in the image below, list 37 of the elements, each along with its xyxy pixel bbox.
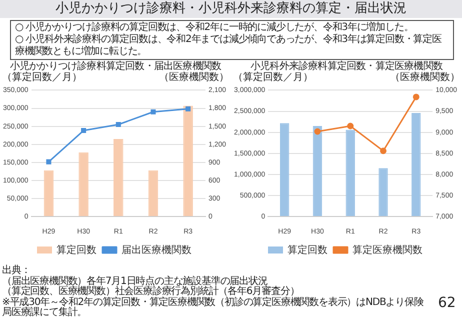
bar [183,106,193,216]
bar [346,130,355,216]
chart-title: 小児科外来診療料算定回数・算定医療機関数 [249,61,444,72]
y-axis-title: （算定回数／月） [2,72,82,83]
text: （算定回数、医療機関数）社会医療診療行為別統計（各年6月審査分） [2,286,300,297]
y2-axis-title: （医療機関数） [390,72,460,83]
point [347,122,354,130]
legend-label: 算定回数 [288,244,328,256]
point [46,159,52,164]
text: 小児かかりつけ診療料・小児科外来診療料の算定・届出状況 [0,0,462,18]
y-axis-title: （算定回数／月） [233,72,313,83]
bar [312,126,322,216]
point [116,122,121,128]
y2-axis-title: （医療機関数） [159,72,229,83]
source-note: 出典： [2,265,30,276]
text: （届出医療機関数）各年7月1日時点の主な施設基準の届出状況 [2,276,268,286]
bar [148,170,158,216]
point [314,128,321,135]
point [81,128,86,134]
bar [378,168,388,216]
text: 62 [438,295,456,311]
point [412,94,420,100]
legend-label: 算定医療機関数 [352,244,422,256]
bar [114,138,124,216]
bar [280,123,290,216]
text: ○ 小児かかりつけ診療料の算定回数は、令和2年に一時的に減少したが、令和3年に増加した。 [15,22,414,34]
bar [44,170,54,216]
legend-label: 算定回数 [56,244,96,256]
point [150,109,156,114]
text: ○ 小児科外来診療料の算定回数は、令和2年までは減少傾向であったが、令和3年は算定回数・算定医療機関数ともに増加に転じた。 [15,34,443,58]
text: ※平成30年～令和2年の算定回数・算定医療機関数（初診の算定医療機関数を表示）はNDBより保険局医療課にて集計。 [2,296,424,318]
chart-title: 小児かかりつけ診療料算定回数・届出医療機関数 [8,61,222,72]
point [186,106,191,112]
bar [78,152,88,216]
bar [412,112,421,216]
legend-label: 届出医療機関数 [122,244,192,256]
point [380,148,387,154]
